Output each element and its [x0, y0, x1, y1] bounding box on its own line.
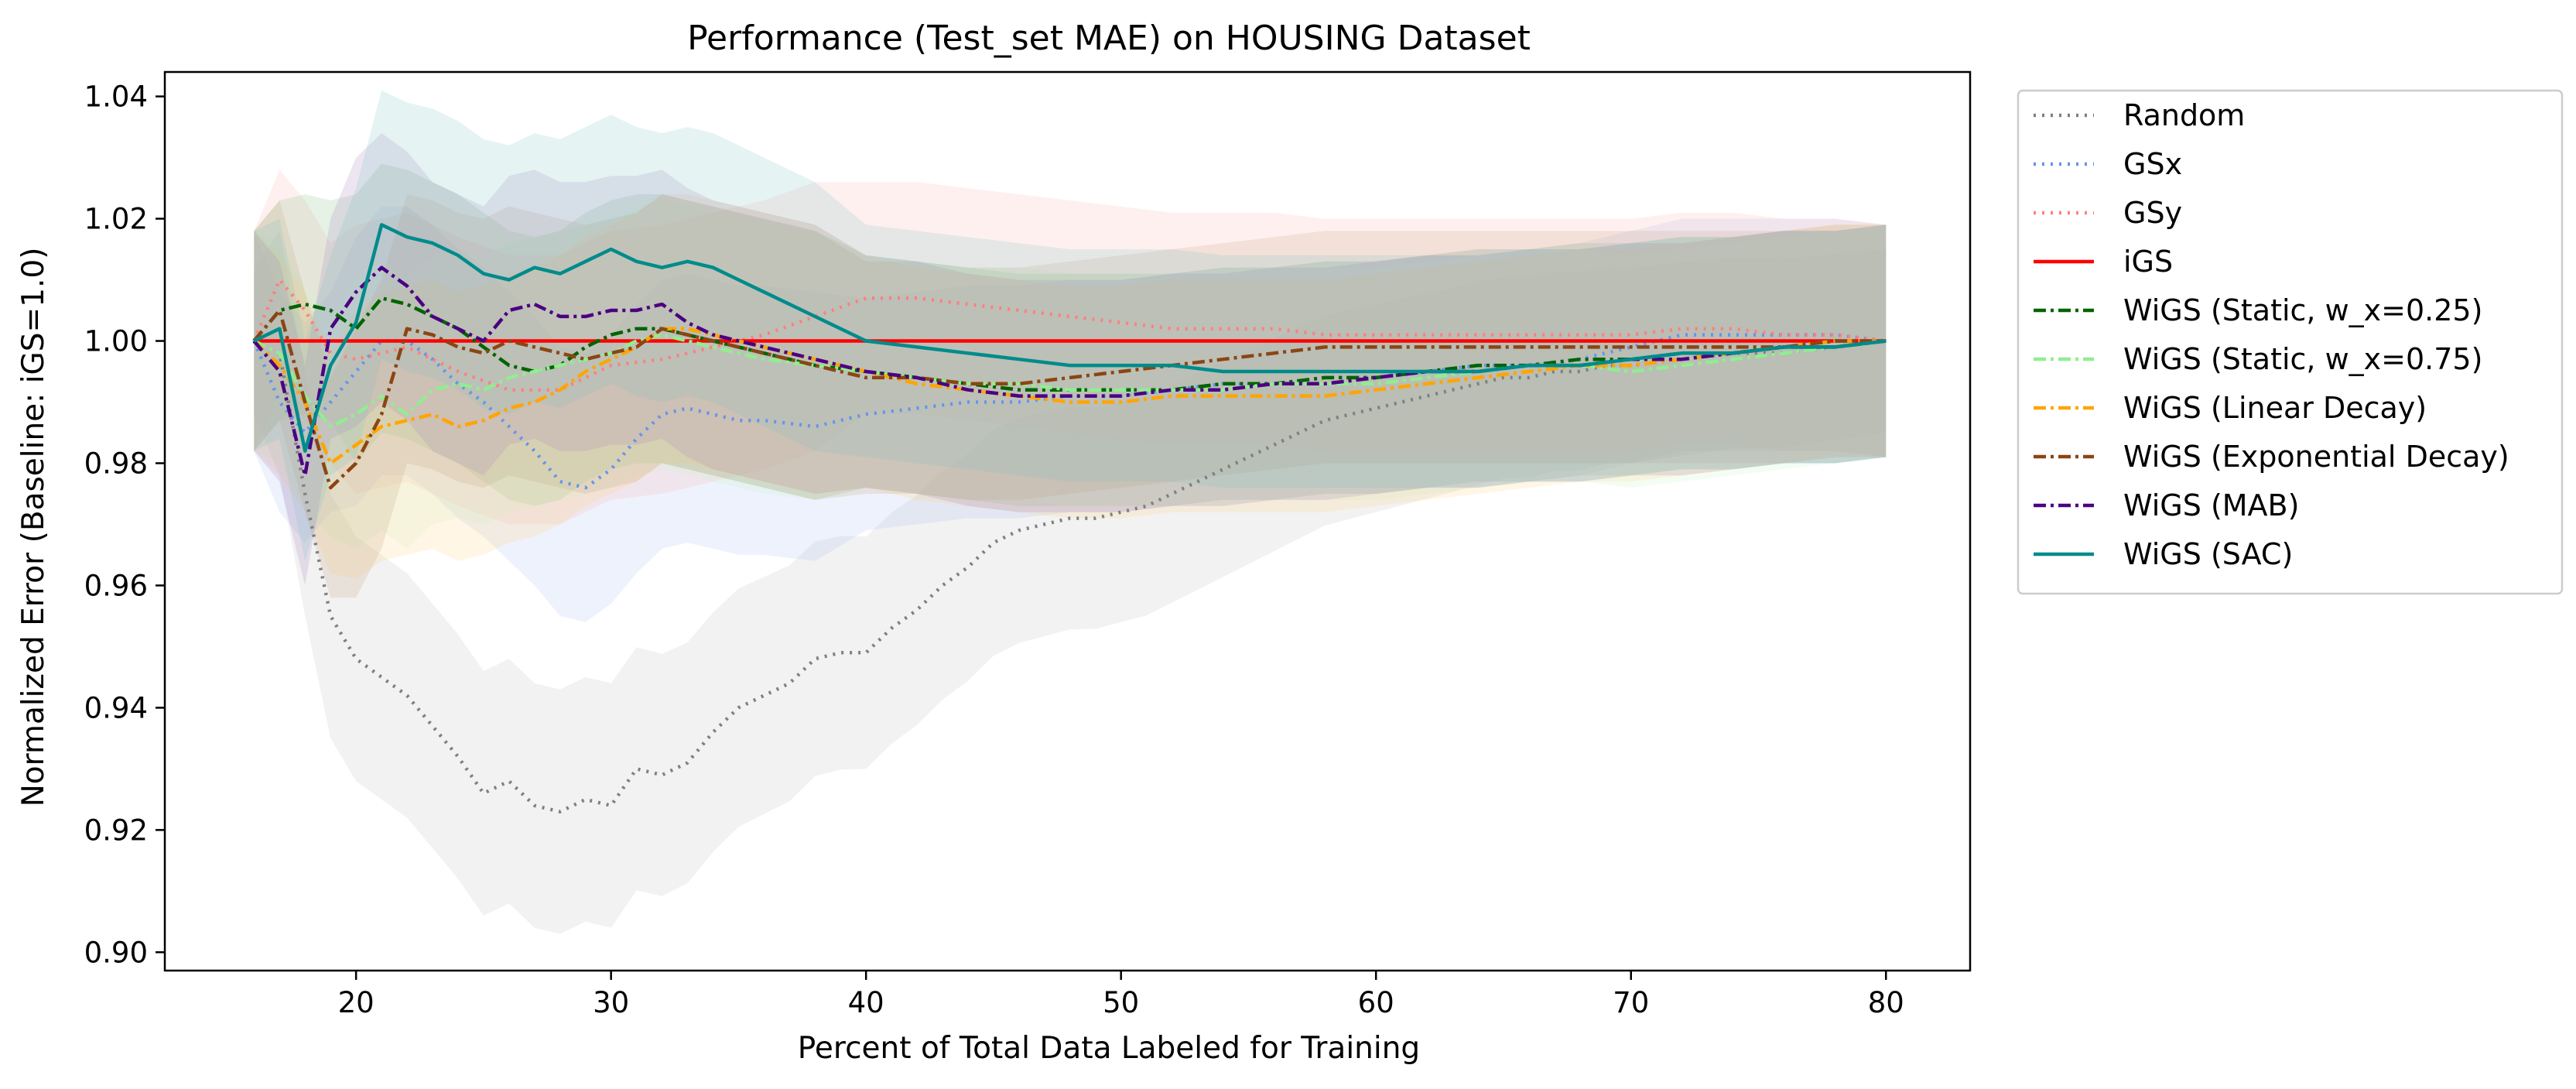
- legend-label-wigs-mab: WiGS (MAB): [2123, 488, 2299, 522]
- y-tick-label: 1.00: [84, 325, 148, 358]
- series-lines: [252, 223, 1887, 813]
- legend-label-gsx: GSx: [2123, 147, 2182, 181]
- chart-title: Performance (Test_set MAE) on HOUSING Da…: [687, 19, 1531, 58]
- x-tick-label: 70: [1613, 986, 1649, 1019]
- band-gsx: [254, 206, 1887, 622]
- x-axis-label: Percent of Total Data Labeled for Traini…: [798, 1031, 1420, 1066]
- confidence-bands: [254, 90, 1887, 934]
- x-tick-label: 30: [593, 986, 629, 1019]
- y-axis: 0.90 0.92 0.94 0.96 0.98 1.00 1.02 1.04: [84, 80, 165, 969]
- y-tick-label: 1.04: [84, 80, 148, 114]
- y-tick-label: 0.92: [84, 813, 148, 847]
- y-tick-label: 0.96: [84, 569, 148, 602]
- series-line-wigs-linear-decay: [252, 327, 1887, 465]
- series-line-wigs-sac: [253, 223, 1887, 453]
- band-wigs-linear-decay: [254, 194, 1887, 580]
- band-wigs-mab: [254, 133, 1887, 586]
- legend-label-wigs-linear-decay: WiGS (Linear Decay): [2123, 391, 2427, 425]
- series-line-wigs-exponential-decay: [252, 308, 1887, 490]
- x-axis: 20 30 40 50 60 70 80: [338, 971, 1904, 1019]
- plot-area: [163, 70, 1972, 972]
- y-tick-label: 0.90: [84, 936, 148, 969]
- band-wigs-sac: [254, 90, 1887, 561]
- legend-box: [2017, 89, 2564, 595]
- y-tick-label: 0.98: [84, 447, 148, 480]
- y-tick-label: 0.94: [84, 691, 148, 724]
- band-wigs-static-w-x-0-75: [254, 200, 1887, 549]
- x-tick-label: 50: [1103, 986, 1139, 1019]
- legend-label-random: Random: [2123, 98, 2245, 132]
- legend: Random GSx GSy iGS WiGS (Static, w_x=0.25) Wi…: [2017, 89, 2564, 595]
- x-tick-label: 60: [1358, 986, 1394, 1019]
- y-tick-label: 1.02: [84, 203, 148, 236]
- legend-label-wigs-static-w-x-0-75: WiGS (Static, w_x=0.75): [2123, 342, 2482, 376]
- legend-label-wigs-static-w-x-0-25: WiGS (Static, w_x=0.25): [2123, 293, 2482, 327]
- x-tick-label: 80: [1868, 986, 1904, 1019]
- x-tick-label: 40: [848, 986, 884, 1019]
- band-wigs-static-w-x-0-25: [254, 163, 1887, 506]
- axes-frame: [163, 70, 1972, 972]
- legend-label-gsy: GSy: [2123, 196, 2182, 230]
- legend-label-wigs-exponential-decay: WiGS (Exponential Decay): [2123, 440, 2509, 474]
- band-random: [254, 231, 1887, 934]
- series-line-gsy: [252, 278, 1887, 392]
- y-axis-label: Normalized Error (Baseline: iGS=1.0): [16, 248, 51, 807]
- band-gsy: [254, 170, 1887, 525]
- x-tick-label: 20: [338, 986, 375, 1019]
- legend-label-igs: iGS: [2123, 245, 2173, 279]
- legend-label-wigs-sac: WiGS (SAC): [2123, 537, 2293, 571]
